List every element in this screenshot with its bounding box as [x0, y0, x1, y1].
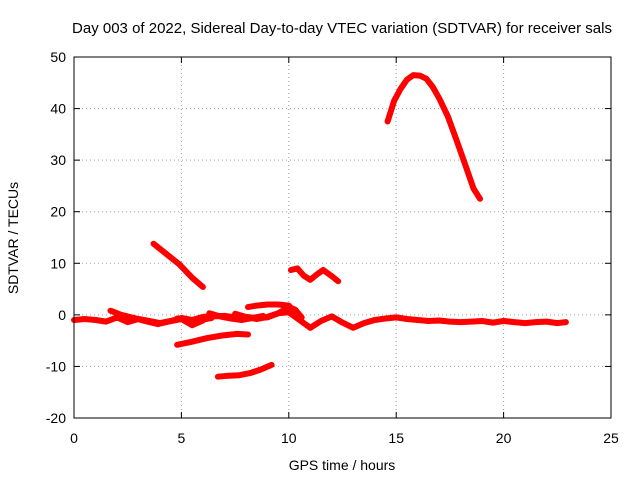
y-tick-label: -20: [46, 410, 66, 426]
x-tick-label: 5: [178, 430, 186, 446]
x-tick-label: 20: [496, 430, 512, 446]
series-line-arc-zigzag-8: [287, 265, 342, 285]
y-tick-label: -10: [46, 358, 66, 374]
x-tick-label: 0: [70, 430, 78, 446]
series-line-arc-mid-a: [245, 301, 299, 316]
x-tick-label: 15: [388, 430, 404, 446]
y-axis-label: SDTVAR / TECUs: [5, 182, 21, 294]
x-tick-label: 10: [281, 430, 297, 446]
x-axis-label: GPS time / hours: [289, 457, 396, 473]
series-line-arc-neg5: [174, 330, 251, 348]
y-tick-label: 0: [58, 307, 66, 323]
y-tick-label: 20: [50, 204, 66, 220]
series-line-arc-mid-b: [174, 315, 215, 325]
series-line-arc-high-peak: [384, 72, 483, 202]
grid-lines: [74, 57, 611, 418]
data-series: [71, 72, 569, 380]
series-line-arc-neg12: [214, 361, 275, 380]
x-tick-label: 25: [603, 430, 619, 446]
series-line-arc-desc-14: [150, 240, 206, 290]
y-tick-label: 10: [50, 255, 66, 271]
series-line-arc-baseline-d: [206, 310, 266, 323]
y-axis-ticks: -20 -10 0 10 20 30 40 50: [46, 49, 611, 426]
y-tick-label: 40: [50, 101, 66, 117]
y-tick-label: 30: [50, 152, 66, 168]
plot-frame: [73, 56, 612, 419]
chart-title: Day 003 of 2022, Sidereal Day-to-day VTE…: [72, 20, 612, 37]
x-axis-ticks: 0 5 10 15 20 25: [70, 57, 619, 446]
y-tick-label: 50: [50, 49, 66, 65]
